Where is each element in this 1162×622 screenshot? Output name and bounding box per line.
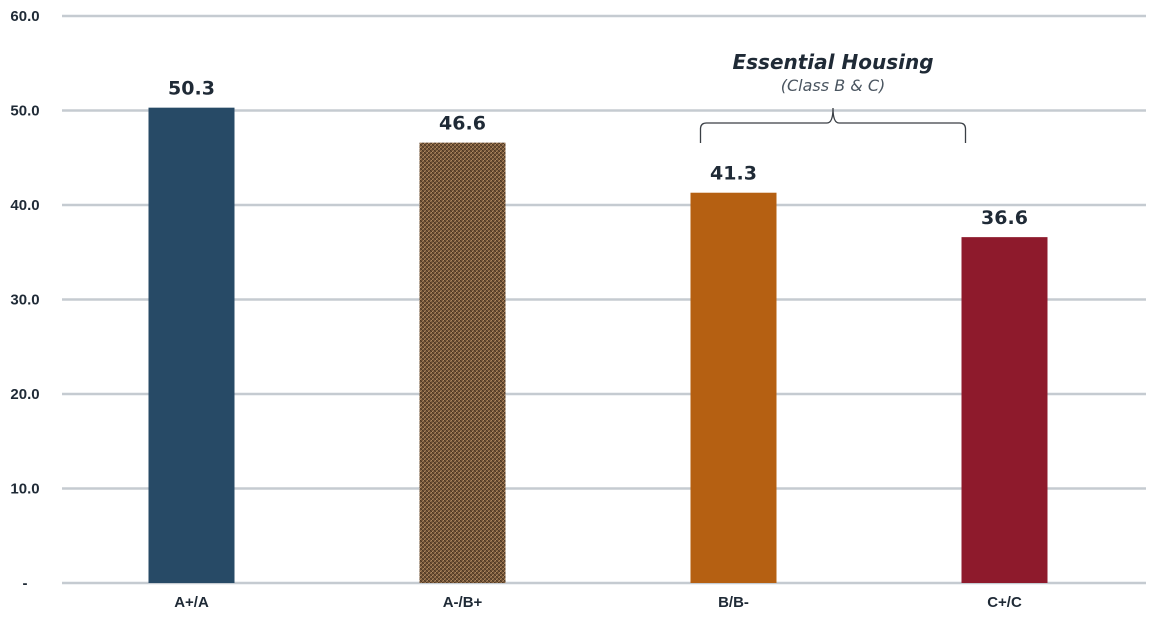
value-label: 50.3 bbox=[168, 78, 215, 100]
y-tick-label: 30.0 bbox=[10, 292, 39, 309]
essential-housing-annotation: Essential Housing (Class B & C) bbox=[699, 50, 967, 143]
y-tick-label: 10.0 bbox=[10, 481, 39, 498]
y-axis-tick-labels: - 10.0 20.0 30.0 40.0 50.0 60.0 bbox=[10, 8, 39, 592]
gridlines bbox=[62, 14, 1146, 585]
annotation-brace bbox=[699, 107, 967, 143]
category-label: A+/A bbox=[174, 594, 209, 611]
bar bbox=[690, 192, 777, 583]
category-label: C+/C bbox=[987, 594, 1022, 611]
y-tick-label: - bbox=[23, 575, 28, 592]
value-label: 41.3 bbox=[710, 163, 757, 185]
category-label: A-/B+ bbox=[443, 594, 483, 611]
bar bbox=[961, 237, 1048, 583]
category-label: B/B- bbox=[718, 594, 749, 611]
bars bbox=[148, 107, 1048, 583]
value-label: 36.6 bbox=[981, 207, 1028, 229]
value-label: 46.6 bbox=[439, 113, 486, 135]
annotation-title: Essential Housing bbox=[732, 50, 933, 74]
annotation-subtitle: (Class B & C) bbox=[781, 76, 885, 95]
y-tick-label: 60.0 bbox=[10, 8, 39, 25]
bar bbox=[419, 142, 506, 583]
y-tick-label: 20.0 bbox=[10, 386, 39, 403]
y-tick-label: 40.0 bbox=[10, 197, 39, 214]
y-tick-label: 50.0 bbox=[10, 103, 39, 120]
bar bbox=[148, 107, 235, 583]
value-labels: 50.3 46.6 41.3 36.6 bbox=[168, 78, 1028, 229]
x-axis-category-labels: A+/A A-/B+ B/B- C+/C bbox=[174, 594, 1022, 611]
